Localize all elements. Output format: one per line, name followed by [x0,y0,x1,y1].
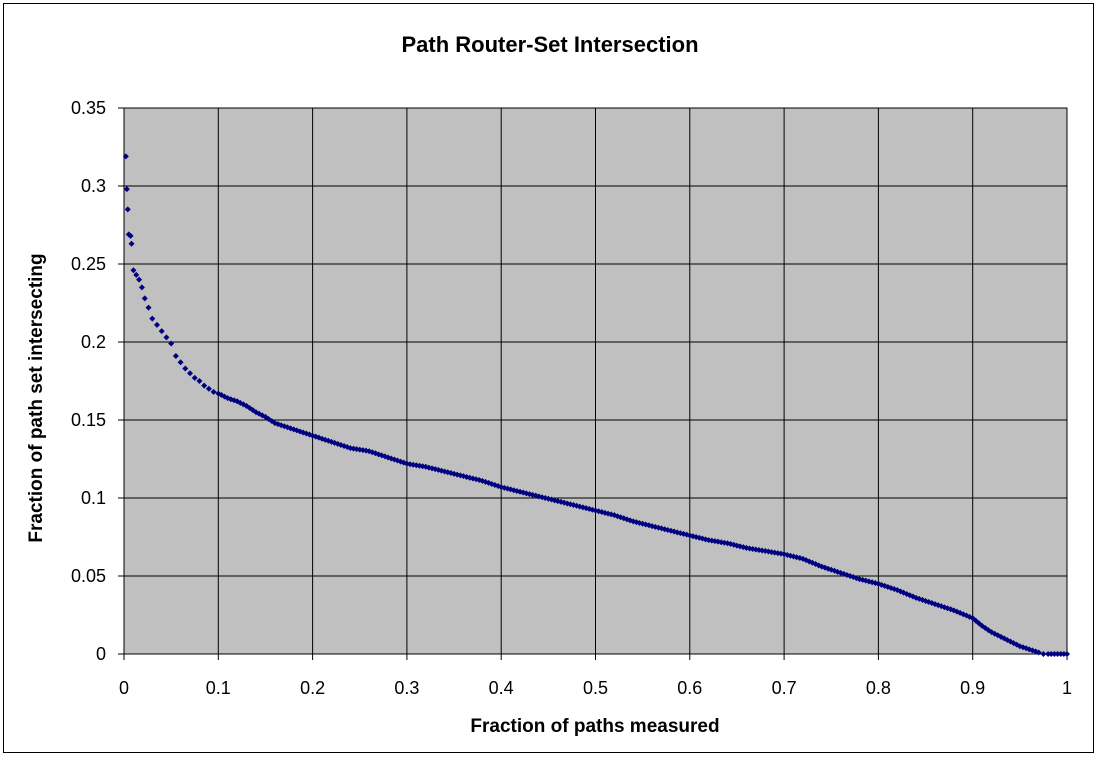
data-point [133,271,140,278]
data-point [1035,649,1042,656]
data-point [201,382,208,389]
gridlines [118,107,1068,660]
data-point [138,284,145,291]
data-point [154,321,161,328]
x-tick-label: 0.6 [677,678,702,698]
data-point [141,295,148,302]
data-point [191,374,198,381]
data-point [130,267,137,274]
x-tick-label: 1 [1062,678,1072,698]
y-tick-label: 0 [96,644,106,664]
data-point [1064,651,1070,657]
y-tick-label: 0.35 [71,98,106,118]
data-point [1045,651,1052,657]
y-axis-label: Fraction of path set intersecting [26,253,47,542]
x-tick-label: 0.7 [772,678,797,698]
y-tick-label: 0.2 [81,332,106,352]
data-point [128,240,135,247]
x-tick-label: 0.8 [866,678,891,698]
y-tick-labels: 0 0.05 0.1 0.15 0.2 0.25 0.3 0.35 [71,98,106,664]
data-point [1057,651,1064,657]
data-point [172,353,179,360]
data-points [122,153,1070,657]
data-point [196,378,203,384]
data-point [127,232,134,239]
x-axis-label: Fraction of paths measured [470,716,719,737]
data-point [168,340,175,347]
data-point [122,153,129,160]
data-point [123,186,130,193]
y-tick-label: 0.1 [81,488,106,508]
data-point [158,328,165,335]
x-tick-label: 0.4 [489,678,514,698]
x-tick-label: 0.3 [394,678,419,698]
x-tick-labels: 0 0.1 0.2 0.3 0.4 0.5 0.6 0.7 0.8 0.9 1 [119,678,1072,698]
y-tick-label: 0.05 [71,566,106,586]
data-point [136,276,143,283]
data-point [1051,651,1058,657]
data-point [1048,651,1055,657]
data-point [1054,651,1061,657]
data-point [210,388,217,395]
y-tick-label: 0.15 [71,410,106,430]
x-tick-label: 0.5 [583,678,608,698]
data-point [149,315,156,322]
data-point [205,385,212,392]
x-tick-label: 0.2 [300,678,325,698]
y-tick-label: 0.25 [71,254,106,274]
data-point [145,304,152,311]
x-tick-label: 0.1 [206,678,231,698]
y-tick-label: 0.3 [81,176,106,196]
x-tick-label: 0 [119,678,129,698]
data-point [1060,651,1067,657]
chart-title: Path Router-Set Intersection [401,32,698,57]
x-tick-label: 0.9 [960,678,985,698]
data-point [124,206,131,213]
data-point [163,334,170,341]
data-point [177,359,184,366]
data-point [1040,651,1047,657]
data-point [182,365,189,372]
data-point [187,370,194,377]
